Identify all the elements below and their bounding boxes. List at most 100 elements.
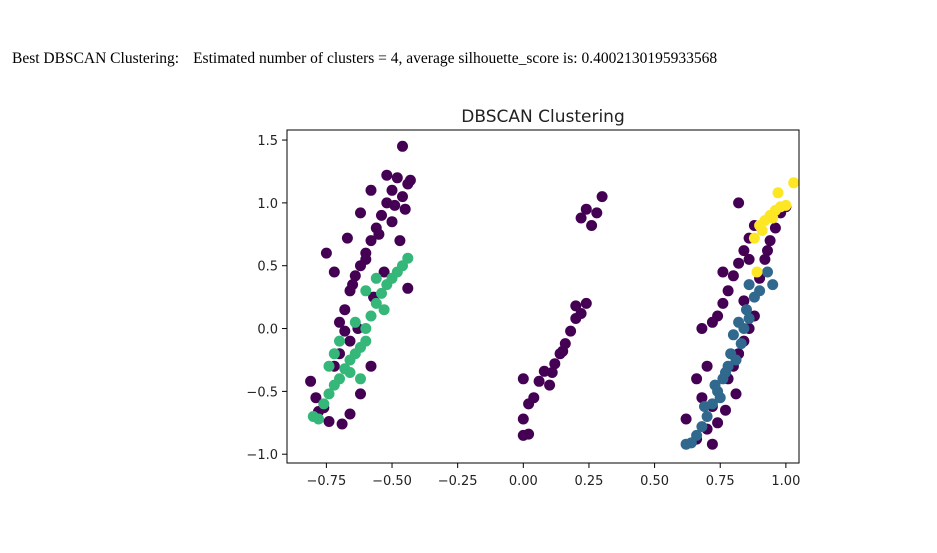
data-point (349, 316, 361, 328)
data-point (714, 392, 726, 404)
data-point (733, 257, 745, 269)
data-point (355, 373, 366, 385)
data-point (320, 247, 332, 259)
data-point (402, 282, 414, 294)
data-point (347, 279, 359, 291)
data-point (397, 191, 408, 203)
data-point (701, 411, 713, 422)
data-point (549, 358, 561, 370)
data-point (565, 325, 577, 337)
x-tick-label: 0.00 (509, 474, 538, 489)
data-point (334, 373, 345, 385)
y-tick-label: −0.5 (246, 385, 278, 400)
data-point (738, 295, 750, 307)
data-point (575, 212, 587, 224)
data-point (696, 323, 708, 334)
data-point (570, 300, 582, 312)
data-point (378, 304, 390, 316)
data-point (762, 266, 773, 278)
data-point (365, 310, 377, 322)
data-point (355, 207, 366, 219)
data-point (365, 360, 377, 372)
data-point (696, 392, 708, 404)
data-point (706, 438, 718, 450)
data-point (386, 184, 398, 196)
data-point (772, 187, 784, 199)
data-point (391, 172, 403, 184)
data-point (394, 235, 406, 247)
data-point (344, 408, 356, 420)
data-point (759, 253, 771, 265)
data-point (717, 266, 729, 278)
data-point (720, 367, 731, 378)
data-point (754, 285, 766, 297)
data-point (780, 199, 792, 211)
data-point (741, 304, 752, 316)
data-point (313, 413, 324, 425)
data-point (334, 316, 345, 328)
data-point (365, 184, 377, 196)
data-point (730, 388, 742, 400)
data-point (323, 388, 335, 400)
data-point (323, 416, 335, 427)
y-tick-label: 0.0 (257, 323, 278, 338)
data-point (751, 266, 763, 278)
data-point (517, 373, 529, 385)
data-point (743, 253, 755, 265)
x-tick-label: 0.50 (640, 474, 669, 489)
data-point (339, 304, 351, 316)
data-point (402, 252, 414, 264)
data-point (720, 404, 731, 416)
data-point (341, 232, 353, 244)
x-tick-label: 0.75 (706, 474, 735, 489)
data-point (735, 338, 747, 350)
data-point (404, 174, 416, 186)
caption-prefix: Best DBSCAN Clustering: (12, 50, 180, 67)
data-point (365, 235, 377, 247)
plot-frame (286, 129, 800, 464)
data-point (748, 232, 760, 244)
axes-layer: −0.75 −0.50 −0.25 0.00 0.25 0.50 0.75 1.00 −1.0 −… (246, 134, 800, 489)
x-tick-label: 1.00 (771, 474, 800, 489)
data-point (717, 297, 729, 309)
data-point (386, 216, 398, 228)
data-point (767, 279, 779, 291)
data-point (691, 373, 703, 385)
data-point (680, 413, 692, 425)
data-point (586, 220, 598, 231)
data-point (743, 279, 755, 291)
data-point (738, 323, 750, 334)
data-point (696, 421, 708, 433)
caption-text: Estimated number of clusters = 4, averag… (193, 50, 718, 67)
data-point (328, 266, 340, 278)
data-point (370, 272, 382, 284)
x-tick-label: −0.75 (306, 474, 346, 489)
data-point (756, 225, 768, 236)
data-point (528, 392, 540, 404)
x-tick-label: 0.25 (574, 474, 603, 489)
data-point (544, 379, 556, 391)
data-point (360, 285, 372, 297)
data-point (349, 270, 361, 282)
data-point (378, 266, 390, 278)
data-point (596, 191, 608, 203)
data-point (360, 335, 372, 347)
data-point (764, 235, 776, 247)
data-point (701, 360, 713, 372)
caption: Best DBSCAN Clustering: Estimated number … (12, 50, 717, 68)
data-point (305, 375, 317, 387)
data-point (336, 418, 348, 430)
data-point (339, 325, 351, 337)
data-point (712, 310, 724, 322)
data-point (712, 417, 724, 429)
data-point (381, 169, 393, 181)
data-point (762, 245, 773, 257)
data-point (376, 287, 387, 299)
data-point (323, 360, 335, 372)
data-point (580, 297, 592, 309)
data-point (328, 348, 340, 360)
data-point (557, 345, 569, 357)
data-point (389, 199, 401, 211)
data-point (727, 270, 739, 282)
